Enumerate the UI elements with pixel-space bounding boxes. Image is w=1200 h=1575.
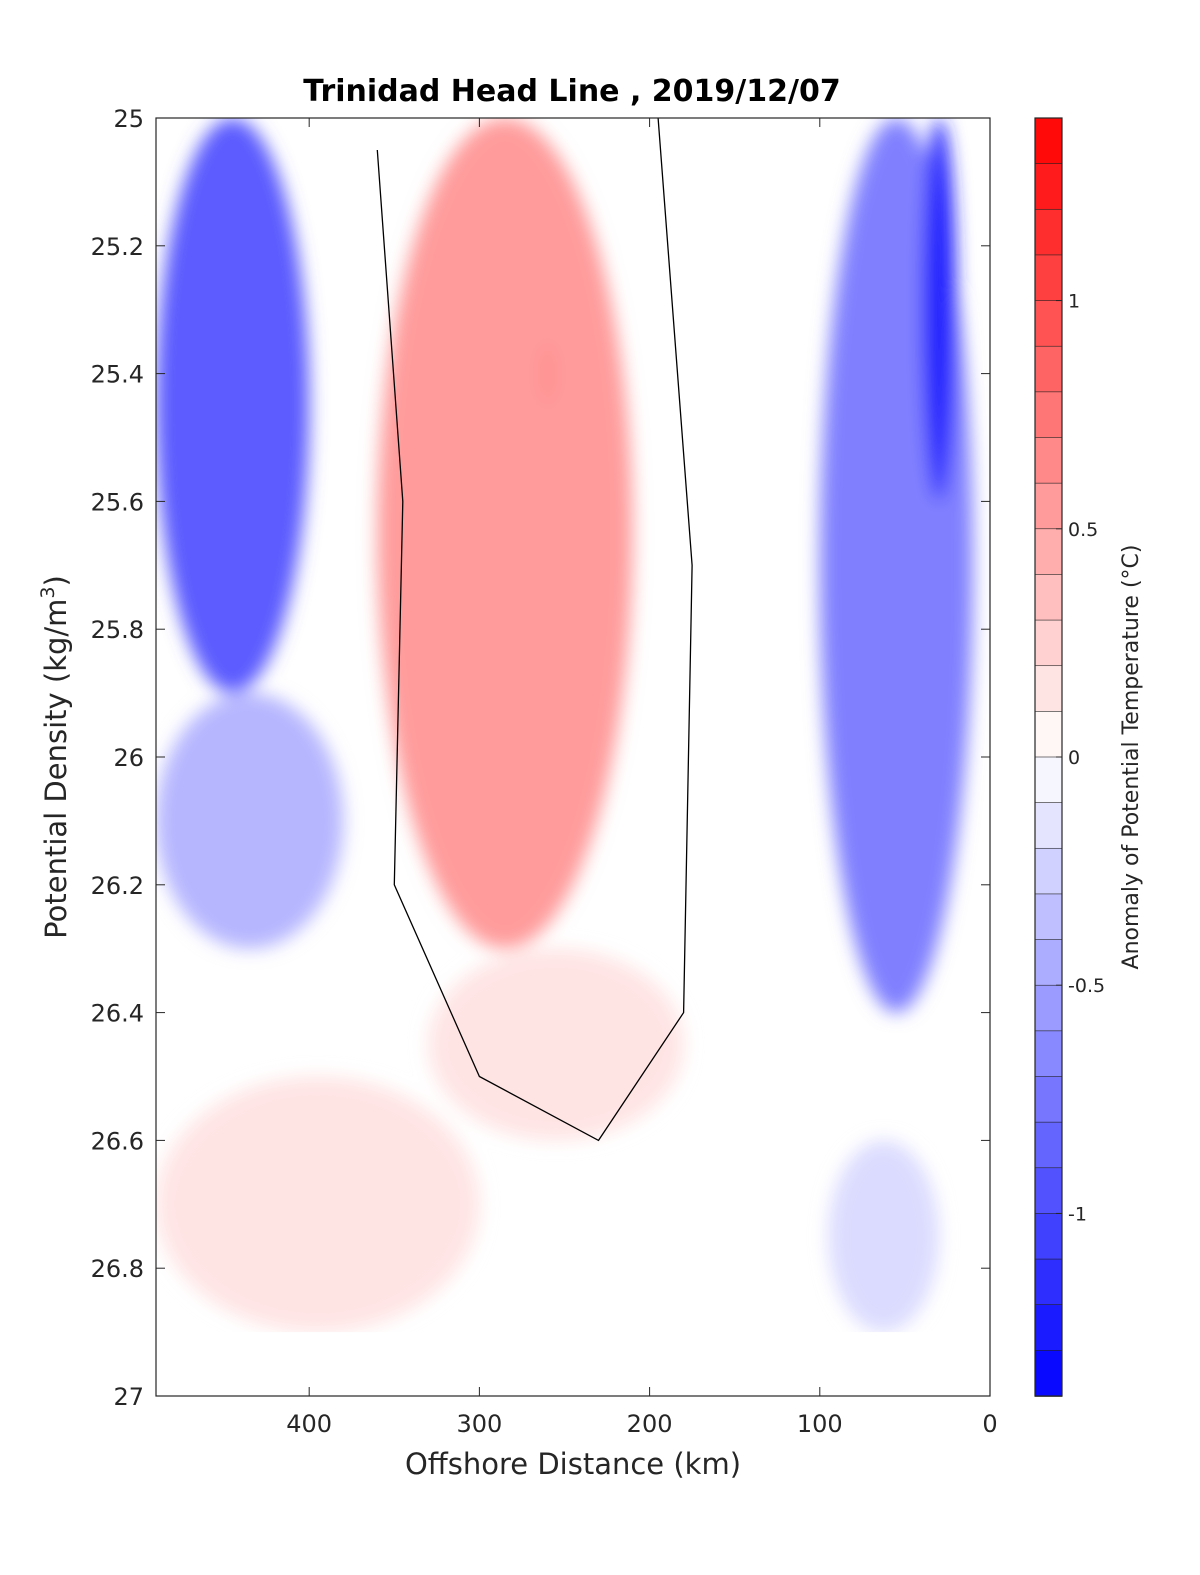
x-tick-label: 200 <box>627 1410 673 1438</box>
colorbar-tick-label: 0 <box>1068 747 1080 769</box>
y-axis: 25 25.2 25.4 25.6 25.8 26 26.2 26.4 26.6 26.8 27 <box>91 105 990 1411</box>
colorbar-band <box>1034 437 1063 484</box>
colorbar-band <box>1034 482 1063 530</box>
anomaly-region-nearshore-surface-cold <box>156 118 310 694</box>
colorbar-band <box>1034 528 1063 576</box>
no-data-nearshore-wedge <box>649 118 752 246</box>
chart-title: Trinidad Head Line , 2019/12/07 <box>303 74 840 109</box>
colorbar-band <box>1034 391 1063 439</box>
colorbar-band <box>1034 300 1063 348</box>
colorbar-tick-label: -1 <box>1068 1203 1087 1225</box>
y-tick-label: 26.6 <box>91 1127 144 1155</box>
colorbar-band <box>1034 802 1063 850</box>
colorbar-band <box>1034 619 1063 667</box>
colorbar-band <box>1034 984 1063 1032</box>
colorbar-band <box>1034 254 1063 302</box>
y-tick-label: 26 <box>113 744 144 772</box>
y-tick-label: 26.2 <box>91 872 144 900</box>
plot-area <box>156 118 990 1396</box>
colorbar-band <box>1034 1030 1063 1078</box>
colorbar-band <box>1034 1350 1063 1397</box>
y-tick-label: 27 <box>113 1383 144 1411</box>
colorbar-ticks: 1 0.5 0 -0.5 -1 <box>1056 291 1105 1225</box>
colorbar-band <box>1034 345 1063 393</box>
anomaly-region-offshore-mid-cool <box>156 693 344 949</box>
anomaly-field <box>156 118 973 1333</box>
y-tick-label: 25.8 <box>91 616 144 644</box>
anomaly-region-warm-core <box>377 118 633 949</box>
colorbar-band <box>1034 1167 1063 1215</box>
colorbar-band <box>1034 1213 1063 1260</box>
zero-contour-line <box>376 118 693 1142</box>
colorbar-band <box>1034 1121 1063 1169</box>
y-tick-label: 25.6 <box>91 488 144 516</box>
no-data-bottom-blank <box>156 1332 990 1396</box>
no-data-mask <box>156 118 990 1396</box>
x-tick-label: 400 <box>286 1410 332 1438</box>
colorbar <box>1034 117 1063 1397</box>
y-tick-label: 25.4 <box>91 361 144 389</box>
anomaly-region-warm-lower-tongue <box>428 948 684 1141</box>
colorbar-label: Anomaly of Potential Temperature (°C) <box>1119 545 1144 970</box>
y-tick-label: 25 <box>113 105 144 133</box>
colorbar-band <box>1034 711 1063 758</box>
colorbar-band <box>1034 1076 1063 1123</box>
y-tick-label: 25.2 <box>91 233 144 261</box>
colorbar-band <box>1034 163 1063 211</box>
x-axis: 400 300 200 100 0 <box>286 118 998 1438</box>
x-axis-label: Offshore Distance (km) <box>405 1447 741 1481</box>
colorbar-band <box>1034 939 1063 987</box>
x-tick-label: 100 <box>797 1410 843 1438</box>
colorbar-tick-label: -0.5 <box>1068 975 1105 997</box>
anomaly-region-deep-coastal-cool <box>828 1140 939 1333</box>
x-tick-label: 300 <box>456 1410 502 1438</box>
colorbar-band <box>1034 756 1063 804</box>
colorbar-band <box>1034 574 1063 621</box>
colorbar-band <box>1034 665 1063 713</box>
y-tick-label: 26.4 <box>91 1000 144 1028</box>
colorbar-tick-label: 1 <box>1068 291 1080 313</box>
colorbar-band <box>1034 893 1063 941</box>
colorbar-frame <box>1034 117 1063 1397</box>
colorbar-band <box>1034 208 1063 256</box>
y-tick-label: 26.8 <box>91 1255 144 1283</box>
colorbar-band <box>1034 847 1063 895</box>
anomaly-region-deep-offshore-warm <box>156 1076 480 1333</box>
y-axis-label: Potential Density (kg/m3) <box>37 575 73 939</box>
y-axis-label-main: Potential Density (kg/m <box>39 599 73 939</box>
anomaly-region-warm-core-max <box>538 341 556 406</box>
colorbar-band <box>1034 117 1063 165</box>
y-axis-label-superscript: 3 <box>37 586 59 598</box>
anomaly-region-coastal-cold-max <box>921 118 956 502</box>
colorbar-band <box>1034 1304 1063 1352</box>
y-axis-label-close: ) <box>39 575 73 586</box>
x-tick-label: 0 <box>982 1410 997 1438</box>
colorbar-tick-label: 0.5 <box>1068 519 1098 541</box>
zero-contour <box>376 118 693 1142</box>
colorbar-band <box>1034 1258 1063 1306</box>
